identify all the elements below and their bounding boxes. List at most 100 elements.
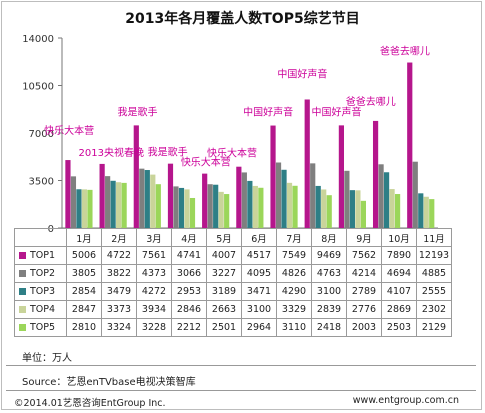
website-label: www.entgroup.com.cn (352, 395, 459, 406)
data-value: 4272 (136, 282, 172, 301)
bar-top4 (184, 189, 190, 228)
data-value: 2869 (381, 300, 417, 319)
category-label: 11月 (416, 228, 452, 247)
bar-top5 (326, 195, 332, 228)
category-label: 3月 (136, 228, 172, 247)
y-tick-label: 14000 (22, 34, 54, 45)
bar-top1 (65, 160, 71, 228)
data-value: 7561 (136, 246, 172, 265)
y-tick-label: 7000 (29, 129, 54, 140)
data-value: 4885 (416, 264, 452, 283)
legend-swatch (19, 306, 26, 313)
bar-top4 (252, 185, 258, 228)
annotation-label: 快乐大本营 (44, 124, 94, 137)
bar-top5 (292, 185, 298, 228)
data-value: 3934 (136, 300, 172, 319)
table-corner (14, 228, 67, 247)
annotation-label: 中国好声音 (243, 106, 293, 119)
data-value: 3100 (311, 282, 347, 301)
bar-top2 (310, 163, 316, 228)
bar-top2 (105, 176, 111, 228)
data-value: 3329 (276, 300, 312, 319)
series-label: TOP2 (14, 264, 67, 283)
unit-label: 单位：万人 (22, 353, 72, 364)
annotation-label: 中国好声音 (312, 105, 362, 118)
table-row: TOP3 2854 3479 4272 2953 3189 3471 4290 3100 2789… (14, 282, 452, 301)
annotation-label: 快乐大本营 (181, 156, 231, 169)
data-value: 2789 (346, 282, 382, 301)
data-value: 2003 (346, 318, 382, 337)
data-value: 2663 (206, 300, 242, 319)
series-label: TOP1 (14, 246, 67, 265)
bar-top3 (349, 190, 355, 228)
data-value: 9469 (311, 246, 347, 265)
data-value: 2212 (171, 318, 207, 337)
category-label: 2月 (101, 228, 137, 247)
bar-top1 (167, 163, 174, 228)
annotation-label: 2013央视春晚 (79, 146, 144, 159)
data-value: 7549 (276, 246, 312, 265)
copyright-label: ©2014.01艺恩咨询EntGroup Inc. (14, 398, 166, 409)
annotation-label: 爸爸去哪儿 (380, 45, 430, 58)
bar-top1 (202, 173, 208, 228)
category-label: 1月 (66, 228, 102, 247)
series-label: TOP4 (14, 300, 67, 319)
bar-top5 (155, 184, 161, 228)
bar-top2 (207, 184, 213, 228)
bar-top4 (423, 196, 429, 228)
data-value: 4694 (381, 264, 417, 283)
data-value: 4290 (276, 282, 312, 301)
bar-top5 (87, 189, 93, 228)
bar-top4 (81, 189, 88, 228)
data-value: 4373 (136, 264, 172, 283)
data-value: 3189 (206, 282, 242, 301)
annotation-label: 我是歌手 (148, 146, 188, 159)
series-name: TOP2 (30, 268, 56, 279)
data-value: 3471 (241, 282, 277, 301)
data-value: 4214 (346, 264, 382, 283)
legend-swatch (19, 252, 26, 259)
bar-top3 (281, 169, 287, 228)
data-value: 2953 (171, 282, 207, 301)
chart-title: 2013年各月覆盖人数TOP5综艺节目 (125, 11, 360, 27)
table-header-row: 1月 2月 3月 4月 5月 6月 7月 8月 9月 10月 11月 (14, 228, 452, 247)
data-value: 4741 (171, 246, 207, 265)
series-label: TOP3 (14, 282, 67, 301)
bar-top4 (150, 174, 156, 228)
bar-top1 (236, 166, 242, 228)
bar-top3 (418, 193, 424, 228)
table-row: TOP1 5006 4722 7561 4741 4007 4517 7549 9469 7562… (14, 246, 452, 265)
annotation-label: 爸爸去哪儿 (346, 95, 396, 108)
data-value: 12193 (416, 246, 452, 265)
bar-top4 (389, 189, 395, 228)
data-value: 2964 (241, 318, 277, 337)
bar-top5 (189, 197, 196, 228)
bar-top3 (247, 180, 253, 228)
data-value: 4095 (241, 264, 277, 283)
bar-top5 (258, 187, 264, 228)
source-label: Source：艺恩enTVbase电视决策智库 (22, 377, 196, 388)
data-table: 1月 2月 3月 4月 5月 6月 7月 8月 9月 10月 11月 TOP1 5006 4722 7561… (14, 228, 452, 337)
bar-top2 (173, 186, 179, 228)
annotation-label: 中国好声音 (277, 67, 327, 80)
data-value: 4826 (276, 264, 312, 283)
bar-top4 (355, 190, 361, 228)
category-label: 7月 (276, 228, 312, 247)
legend-swatch (19, 270, 26, 277)
data-value: 5006 (66, 246, 102, 265)
category-label: 10月 (381, 228, 417, 247)
bar-top3 (315, 185, 321, 228)
data-value: 3066 (171, 264, 207, 283)
bar-top4 (286, 182, 293, 228)
data-value: 3479 (101, 282, 137, 301)
table-row: TOP4 2847 3373 3934 2846 2663 3100 3329 2839 2776… (14, 300, 452, 319)
data-value: 3822 (101, 264, 137, 283)
table-row: TOP2 3805 3822 4373 3066 3227 4095 4826 4763 4214… (14, 264, 452, 283)
bar-top4 (218, 191, 224, 228)
bar-top3 (110, 180, 116, 228)
bar-top5 (429, 199, 435, 228)
bar-top2 (412, 161, 418, 228)
legend-swatch (19, 288, 26, 295)
divider (6, 390, 476, 391)
annotation-label: 我是歌手 (117, 105, 157, 118)
